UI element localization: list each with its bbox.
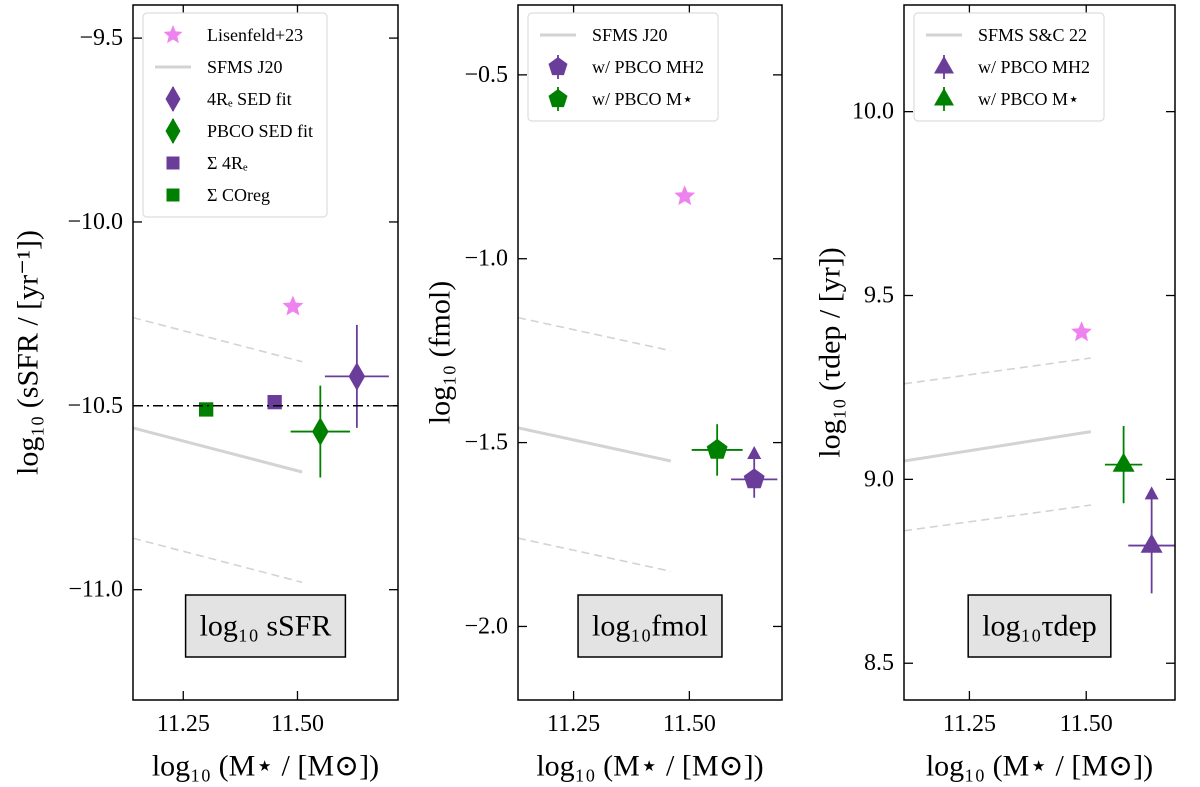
legend-label: 4Rₑ SED fit [207,89,292,109]
annotation-text: log₁₀fmol [592,610,708,643]
legend: SFMS J20 w/ PBCO MH2 w/ PBCO M⋆ [527,12,719,122]
x-tick-label: 11.50 [1060,711,1113,737]
annotation-text: log₁₀ sSFR [200,610,332,643]
annotation-box [184,594,347,658]
x-axis-label: log₁₀ (M⋆ / [M⊙]) [926,750,1153,783]
x-tick-label: 11.25 [547,711,600,737]
y-tick-label: 9.5 [864,283,894,309]
legend-label: w/ PBCO M⋆ [592,89,693,109]
solid-line [518,426,672,463]
x-tick-label: 11.25 [157,711,210,737]
legend-marker [934,88,954,106]
y-tick-label: 10.0 [852,99,894,125]
marker [1140,533,1163,553]
legend-marker [163,25,183,44]
legend-marker [166,188,180,202]
annotation: log₁₀ sSFR [184,594,347,658]
legend-marker [166,156,180,170]
dashed-line [904,357,1092,385]
frame [517,4,783,701]
marker [1071,321,1092,342]
plot-area [518,185,778,573]
marker [706,438,728,459]
legend-label: w/ PBCO MH2 [592,57,704,77]
dashed-line [518,316,671,352]
legend-label: SFMS S&C 22 [978,25,1087,45]
annotation-box [967,594,1112,658]
annotation-box [577,594,723,658]
dashed-line [133,316,303,363]
error-arrow [1144,486,1159,500]
legend-marker [165,86,181,112]
y-axis-label: log₁₀ (sSFR / [yr⁻¹]) [12,230,45,475]
legend-marker [934,56,954,74]
legend-frame [913,12,1105,122]
x-axis-label: log₁₀ (M⋆ / [M⊙]) [152,750,379,783]
y-tick-label: −10.0 [67,209,123,235]
plot-area [133,295,398,584]
legend: SFMS S&C 22 w/ PBCO MH2 w/ PBCO M⋆ [913,12,1105,122]
panel: −0.5 −1.0 −1.5 −2.0 11.25 11.50 log₁₀ (M⋆ / [M… [424,4,783,783]
marker [743,468,765,489]
x-axis-label: log₁₀ (M⋆ / [M⊙]) [536,750,763,783]
y-tick-label: −10.5 [67,393,123,419]
y-axis-label: log₁₀ (fmol) [424,281,457,424]
annotation: log₁₀fmol [577,594,723,658]
frame [903,4,1176,701]
frame [132,4,399,701]
marker [1112,452,1135,472]
plot-area [904,321,1175,594]
legend-marker [548,89,568,108]
y-tick-label: −11.0 [68,577,123,603]
legend-marker [548,57,568,76]
panel: −9.5 −10.0 −10.5 −11.0 11.25 11.50 log₁₀ (M⋆ /… [12,4,399,783]
dashed-line [518,537,671,573]
y-tick-label: −9.5 [79,25,123,51]
y-axis-label: log₁₀ (τdep / [yr]) [814,247,847,457]
y-tick-label: −2.0 [464,613,508,639]
error-arrow [747,445,762,459]
dashed-line [904,504,1092,532]
solid-line [133,426,303,474]
legend-label: PBCO SED fit [207,121,313,141]
y-tick-label: 8.5 [864,650,894,676]
marker [267,395,282,410]
x-tick-label: 11.50 [663,711,716,737]
legend-label: SFMS J20 [207,57,283,77]
marker [199,402,214,417]
solid-line [904,430,1092,463]
y-tick-label: 9.0 [864,466,894,492]
legend-label: Lisenfeld+23 [207,25,303,45]
legend-label: Σ COreg [207,185,270,205]
x-tick-label: 11.25 [943,711,996,737]
legend-label: w/ PBCO MH2 [978,57,1090,77]
legend-frame [527,12,719,122]
legend-label: Σ 4Rₑ [207,153,248,173]
panel: 10.0 9.5 9.0 8.5 11.25 11.50 log₁₀ (M⋆ / [M⊙])… [814,4,1176,783]
legend: Lisenfeld+23 SFMS J20 4Rₑ SED fit PBCO SED … [142,12,328,218]
legend-label: w/ PBCO M⋆ [978,89,1079,109]
legend-marker [165,118,181,144]
marker [282,295,304,316]
marker [312,417,329,446]
legend-frame [142,12,328,218]
legend-label: SFMS J20 [592,25,668,45]
x-tick-label: 11.50 [271,711,324,737]
y-tick-label: −1.0 [464,246,508,272]
dashed-line [133,537,303,584]
y-tick-label: −1.5 [464,430,508,456]
y-tick-label: −0.5 [464,62,508,88]
marker [674,185,696,206]
annotation: log₁₀τdep [967,594,1112,658]
annotation-text: log₁₀τdep [982,610,1097,643]
marker [348,362,366,391]
